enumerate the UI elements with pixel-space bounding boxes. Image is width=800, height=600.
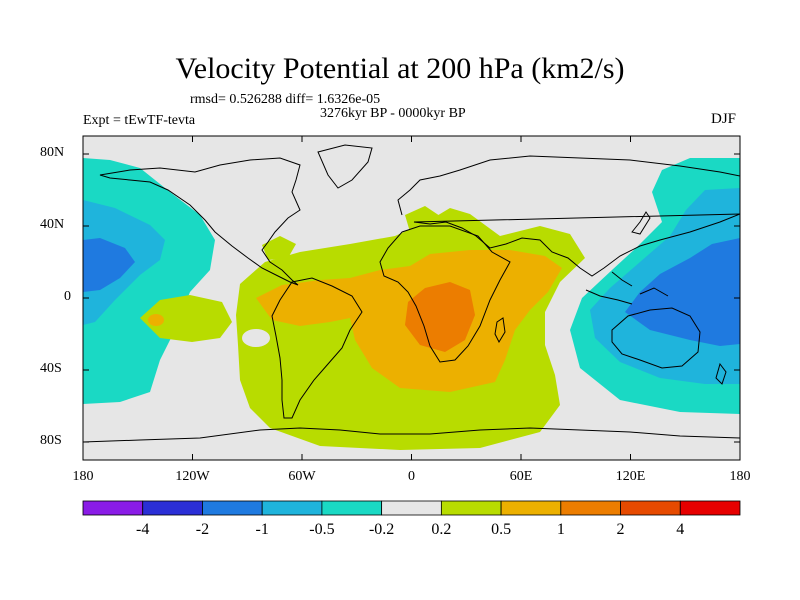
colorbar-label: 4	[676, 521, 685, 538]
period-label: 3276kyr BP - 0000kyr BP	[320, 106, 466, 121]
colorbar-swatch	[679, 500, 741, 516]
field-neutral-hole	[242, 329, 270, 347]
stats-line: rmsd= 0.526288 diff= 1.6326e-05	[190, 92, 381, 107]
lon-tick-label: 60W	[288, 469, 316, 484]
coast-greenland	[317, 144, 373, 189]
lon-tick-label: 60E	[509, 469, 533, 484]
lat-tick-label: 40S	[40, 361, 62, 376]
colorbar-label: -1	[255, 521, 269, 538]
field-pos2-dot	[148, 314, 164, 326]
colorbar-swatch	[381, 500, 442, 516]
field-neg3-warm-pool	[625, 238, 740, 346]
lat-tick-label: 0	[64, 289, 71, 304]
coast-australia	[611, 307, 701, 369]
field-pos1-central-pacific	[140, 295, 232, 342]
contour-fields	[83, 158, 740, 450]
field-pos1-caribbean	[262, 236, 296, 260]
chart-title: Velocity Potential at 200 hPa (km2/s)	[175, 52, 625, 85]
season-label: DJF	[711, 111, 737, 127]
lon-tick-label: 180	[72, 469, 94, 484]
colorbar-swatch	[560, 500, 621, 516]
field-neg3-east-pacific	[83, 238, 135, 292]
colorbar-label: -4	[136, 521, 150, 538]
colorbar-label: 1	[556, 521, 565, 538]
coast-north-america	[99, 157, 301, 286]
lat-tick-label: 80S	[40, 433, 62, 448]
colorbar-swatch	[440, 500, 502, 516]
colorbar-label: -0.2	[368, 521, 395, 538]
coast-maritime-continent	[585, 271, 669, 305]
coastlines	[83, 144, 740, 443]
colorbar-label: 0.5	[491, 521, 512, 538]
coast-africa	[379, 225, 511, 363]
coast-japan	[631, 211, 651, 235]
lon-tick-label: 120W	[175, 469, 210, 484]
coast-antarctica	[83, 427, 740, 443]
lon-tick-label: 120E	[615, 469, 646, 484]
experiment-label: Expt = tEwTF-tevta	[83, 113, 196, 128]
colorbar-swatch	[500, 500, 562, 516]
colorbar-swatch	[202, 500, 263, 516]
lat-ticks	[83, 153, 740, 443]
field-pos3-africa	[405, 282, 475, 352]
lon-tick-label: 0	[408, 469, 415, 484]
coast-eurasia	[397, 155, 740, 277]
coast-madagascar	[494, 317, 506, 344]
colorbar-label: -2	[195, 521, 210, 538]
colorbar-swatch	[261, 500, 323, 516]
colorbar	[82, 500, 741, 516]
lon-tick-label: 180	[729, 469, 751, 484]
colorbar-swatch	[321, 500, 383, 516]
colorbar-label: 2	[616, 521, 625, 538]
lat-tick-label: 80N	[40, 145, 65, 160]
lat-tick-label: 40N	[40, 217, 65, 232]
colorbar-label: 0.2	[431, 521, 452, 538]
coast-south-america	[271, 277, 363, 419]
colorbar-swatch	[142, 500, 203, 516]
colorbar-swatch	[82, 500, 144, 516]
lon-ticks	[82, 136, 741, 460]
colorbar-label: -0.5	[309, 521, 335, 538]
colorbar-swatch	[620, 500, 681, 516]
coast-new-zealand	[715, 362, 727, 385]
